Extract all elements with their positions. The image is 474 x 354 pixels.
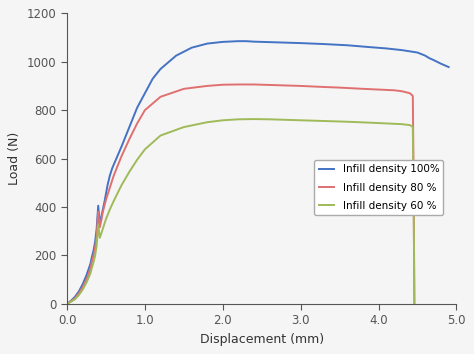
Legend: Infill density 100%, Infill density 80 %, Infill density 60 %: Infill density 100%, Infill density 80 %… bbox=[314, 160, 443, 215]
X-axis label: Displacement (mm): Displacement (mm) bbox=[200, 333, 324, 346]
Y-axis label: Load (N): Load (N) bbox=[9, 132, 21, 185]
